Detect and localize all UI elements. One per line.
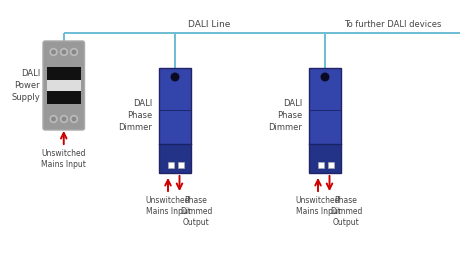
Text: To further DALI devices: To further DALI devices [344, 20, 441, 29]
Circle shape [72, 50, 76, 54]
Circle shape [62, 117, 66, 121]
Circle shape [50, 116, 57, 122]
Circle shape [52, 117, 55, 121]
Bar [309, 68, 341, 144]
Circle shape [321, 73, 329, 81]
Text: Unswitched
Mains Input: Unswitched Mains Input [296, 196, 340, 216]
Bar [159, 68, 191, 144]
Bar [318, 162, 324, 168]
Circle shape [62, 50, 66, 54]
Text: Unswitched
Mains Input: Unswitched Mains Input [41, 149, 86, 169]
Circle shape [71, 116, 78, 122]
Circle shape [61, 49, 67, 55]
Text: Phase
Dimmed
Output: Phase Dimmed Output [330, 196, 362, 227]
Text: DALI
Phase
Dimmer: DALI Phase Dimmer [118, 99, 152, 132]
Bar [179, 162, 184, 168]
Bar [328, 162, 335, 168]
Text: Phase
Dimmed
Output: Phase Dimmed Output [180, 196, 212, 227]
Circle shape [72, 117, 76, 121]
FancyBboxPatch shape [43, 41, 84, 130]
Bar [159, 68, 191, 173]
Circle shape [61, 116, 67, 122]
Bar [159, 144, 191, 173]
Text: DALI
Phase
Dimmer: DALI Phase Dimmer [268, 99, 302, 132]
Bar [47, 80, 81, 91]
Text: DALI Line: DALI Line [188, 20, 230, 29]
Circle shape [171, 73, 179, 81]
Text: Unswitched
Mains Input: Unswitched Mains Input [146, 196, 191, 216]
Bar [168, 162, 174, 168]
Text: DALI
Power
Supply: DALI Power Supply [11, 69, 40, 102]
Circle shape [71, 49, 78, 55]
Circle shape [50, 49, 57, 55]
Bar [47, 67, 81, 104]
Bar [309, 68, 341, 173]
Bar [309, 144, 341, 173]
Circle shape [52, 50, 55, 54]
